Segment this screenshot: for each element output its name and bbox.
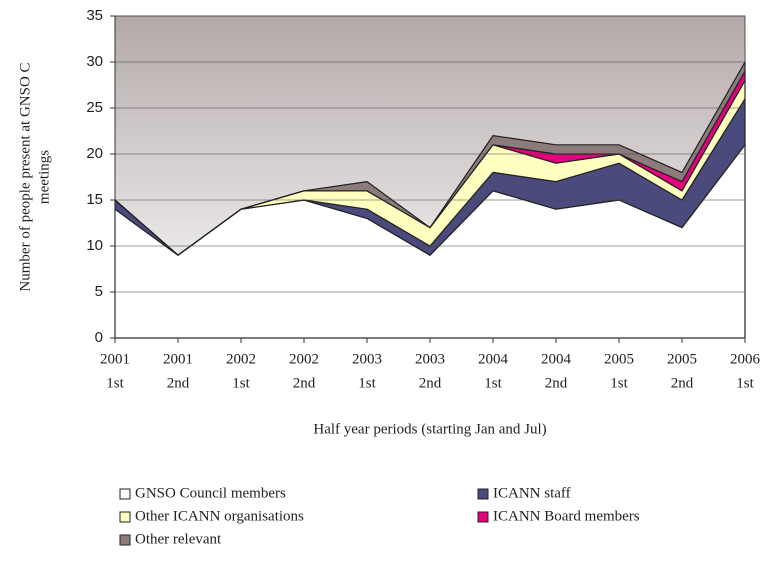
legend-label: Other relevant [135,531,222,547]
x-tick-label: 2001 [100,351,130,367]
y-axis-label: meetings [36,150,52,204]
x-tick-label: 1st [232,375,250,391]
x-tick-label: 2004 [541,351,572,367]
y-tick-label: 15 [86,191,103,208]
x-tick-label: 2002 [289,351,319,367]
y-tick-label: 10 [86,237,103,254]
x-tick-label: 1st [106,375,124,391]
legend-swatch [477,488,489,500]
x-tick-label: 1st [358,375,376,391]
legend-label: Other ICANN organisations [135,508,304,524]
y-tick-label: 20 [86,145,103,162]
x-tick-label: 2nd [545,375,568,391]
x-tick-label: 2006 [730,351,761,367]
x-tick-label: 1st [610,375,628,391]
y-tick-label: 0 [95,329,103,346]
legend-swatch [119,488,131,500]
y-tick-label: 5 [95,283,103,300]
area [114,61,746,256]
legend-swatch [119,534,131,546]
x-tick-label: 2nd [167,375,190,391]
y-tick-label: 25 [86,99,103,116]
x-tick-label: 2nd [293,375,316,391]
y-tick-label: 35 [86,7,103,24]
legend-label: ICANN Board members [493,508,640,524]
legend-swatch [477,511,489,523]
x-tick-label: 1st [736,375,754,391]
x-tick-label: 2001 [163,351,193,367]
legend-label: ICANN staff [493,485,571,501]
y-axis-label: Number of people present at GNSO C [17,62,33,291]
x-tick-label: 2nd [419,375,442,391]
legend-swatch [119,511,131,523]
y-tick-label: 30 [86,53,103,70]
x-axis-label: Half year periods (starting Jan and Jul) [313,421,546,437]
x-tick-label: 2nd [671,375,694,391]
x-tick-label: 2005 [604,351,634,367]
x-tick-label: 1st [484,375,502,391]
x-tick-label: 2005 [667,351,697,367]
x-tick-label: 2003 [352,351,382,367]
legend-label: GNSO Council members [135,485,286,501]
x-tick-label: 2003 [415,351,445,367]
x-tick-label: 2002 [226,351,256,367]
x-tick-label: 2004 [478,351,509,367]
